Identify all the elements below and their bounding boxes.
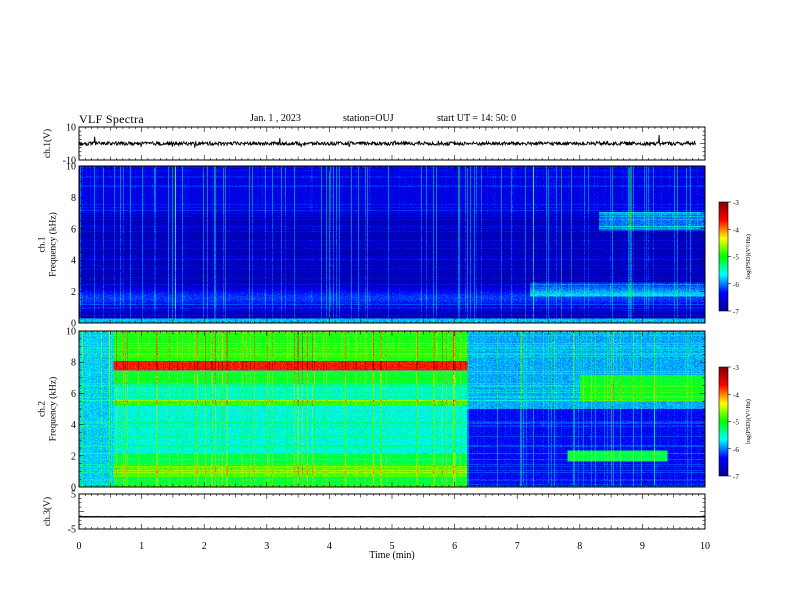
y-tick-label: 5 <box>71 490 76 501</box>
x-tick-label: 2 <box>202 541 207 552</box>
colorbar-tick-label: -4 <box>733 391 739 399</box>
ch1-spectrogram-image <box>79 166 705 323</box>
y-tick-label: 10 <box>66 327 76 338</box>
y-axis-label: ch.1 <box>38 236 48 252</box>
date-label: Jan. 1 , 2023 <box>250 113 301 124</box>
y-tick-label: 6 <box>71 224 76 235</box>
y-tick-label: -10 <box>63 156 76 167</box>
ch2-spectrogram-image <box>79 331 705 487</box>
x-tick-label: 6 <box>452 541 457 552</box>
x-tick-label: 9 <box>640 541 645 552</box>
colorbar-tick-label: -3 <box>733 199 739 207</box>
x-tick-label: 10 <box>700 541 710 552</box>
colorbar-tick-label: -5 <box>733 254 739 262</box>
colorbar-tick-label: -6 <box>733 281 739 289</box>
colorbar-tick-label: -3 <box>733 364 739 372</box>
y-tick-label: 0 <box>71 319 76 330</box>
x-tick-label: 7 <box>515 541 520 552</box>
start-ut-label: start UT = 14: 50: 0 <box>437 113 517 124</box>
colorbar-tick-label: -6 <box>733 446 739 454</box>
panel-frame <box>78 493 706 530</box>
ch2-colorbar <box>718 366 729 477</box>
y-tick-label: 2 <box>71 287 76 298</box>
y-axis-label: ch.2 <box>38 401 48 417</box>
y-tick-label: 8 <box>71 193 76 204</box>
spectrogram-images <box>79 166 705 487</box>
y-tick-label: 10 <box>66 123 76 134</box>
x-tick-label: 4 <box>327 541 332 552</box>
colorbar-tick-label: -7 <box>733 473 739 481</box>
waveform-traces <box>78 134 706 518</box>
x-tick-label: 0 <box>77 541 82 552</box>
y-tick-label: 10 <box>66 162 76 173</box>
station-label: station=OUJ <box>343 113 394 124</box>
y-tick-label: 4 <box>71 420 76 431</box>
colorbar-tick-label: -4 <box>733 226 739 234</box>
colorbar-label: log(PSD)(V²/Hz) <box>745 234 752 279</box>
colorbar-tick-label: -7 <box>733 308 739 316</box>
y-tick-label: 6 <box>71 389 76 400</box>
y-axis-label: ch.3(V) <box>42 497 53 526</box>
y-tick-label: 8 <box>71 358 76 369</box>
x-tick-label: 5 <box>390 541 395 552</box>
colorbar-tick-label: -5 <box>733 419 739 427</box>
y-tick-label: 4 <box>71 256 76 267</box>
x-tick-label: 3 <box>264 541 269 552</box>
ch1-colorbar <box>718 201 729 312</box>
chart-title: VLF Spectra <box>79 112 144 126</box>
colorbars: -3 -4 -5 -6 -7 log(PSD)(V²/Hz) -3 -4 -5 -6 -7 log(P… <box>718 199 752 481</box>
colorbar-label: log(PSD)(V²/Hz) <box>745 399 752 444</box>
x-tick-label: 1 <box>139 541 144 552</box>
y-axis-label: Frequency (kHz) <box>48 212 59 277</box>
y-axis-label: Frequency (kHz) <box>48 377 59 442</box>
x-axis-label: Time (min) <box>369 550 414 561</box>
y-axis-label: ch.1(V) <box>42 129 53 158</box>
ch1-waveform-line <box>78 134 697 148</box>
y-tick-label: 0 <box>71 483 76 494</box>
y-tick-label: 2 <box>71 451 76 462</box>
x-tick-label: 8 <box>577 541 582 552</box>
y-tick-label: -5 <box>68 525 76 536</box>
axis-ticks <box>78 126 706 530</box>
